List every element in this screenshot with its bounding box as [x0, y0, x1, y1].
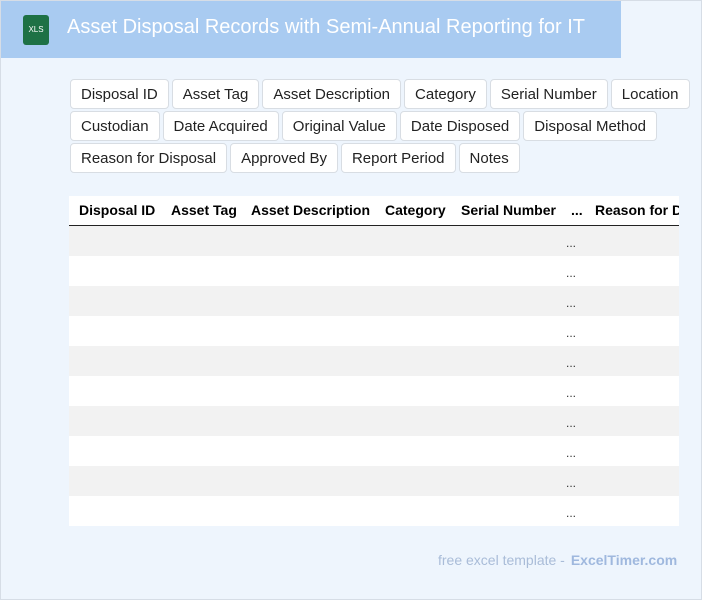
field-chip[interactable]: Date Disposed	[399, 111, 521, 141]
ellipsis-cell: ...	[566, 446, 577, 460]
column-header: Asset Tag	[171, 202, 237, 218]
table-row: ...	[69, 436, 679, 466]
field-chip[interactable]: Date Acquired	[162, 111, 279, 141]
ellipsis-cell: ...	[566, 356, 577, 370]
table-row: ...	[69, 316, 679, 346]
data-table: Disposal ID Asset Tag Asset Description Cat…	[69, 196, 679, 526]
table-row: ...	[69, 226, 679, 256]
field-chip[interactable]: Category	[404, 79, 487, 109]
table-body: ..............................	[69, 226, 679, 526]
ellipsis-cell: ...	[566, 416, 577, 430]
table-row: ...	[69, 286, 679, 316]
column-header: Disposal ID	[79, 202, 156, 218]
file-icon: XLS	[23, 15, 49, 45]
table-row: ...	[69, 466, 679, 496]
column-header: Reason for Disposal	[595, 202, 679, 218]
field-chip[interactable]: Custodian	[70, 111, 160, 141]
field-chip[interactable]: Report Period	[340, 143, 456, 173]
field-list: Disposal ID Asset Tag Asset Description Cat…	[70, 79, 690, 173]
table-row: ...	[69, 406, 679, 436]
page-title: Asset Disposal Records with Semi-Annual …	[67, 16, 585, 38]
column-header: ...	[571, 202, 583, 218]
field-chip[interactable]: Asset Tag	[171, 79, 260, 109]
ellipsis-cell: ...	[566, 506, 577, 520]
column-header: Category	[385, 202, 446, 218]
field-chip[interactable]: Original Value	[281, 111, 397, 141]
footer-brand[interactable]: ExcelTimer.com	[570, 552, 678, 568]
ellipsis-cell: ...	[566, 236, 577, 250]
ellipsis-cell: ...	[566, 266, 577, 280]
table-row: ...	[69, 496, 679, 526]
column-header: Serial Number	[461, 202, 556, 218]
field-chip[interactable]: Serial Number	[489, 79, 608, 109]
column-header: Asset Description	[251, 202, 371, 218]
header-row: Disposal ID Asset Tag Asset Description Cat…	[69, 196, 679, 226]
field-chip[interactable]: Disposal ID	[70, 79, 169, 109]
ellipsis-cell: ...	[566, 386, 577, 400]
table-row: ...	[69, 346, 679, 376]
table-row: ...	[69, 256, 679, 286]
footer-text: free excel template -	[438, 552, 565, 568]
header-bar: XLS Asset Disposal Records with Semi-Ann…	[1, 1, 621, 58]
field-chip[interactable]: Location	[610, 79, 690, 109]
table-row: ...	[69, 376, 679, 406]
field-chip[interactable]: Notes	[458, 143, 520, 173]
ellipsis-cell: ...	[566, 476, 577, 490]
field-chip[interactable]: Reason for Disposal	[70, 143, 228, 173]
field-chip[interactable]: Disposal Method	[523, 111, 658, 141]
field-chip[interactable]: Asset Description	[262, 79, 402, 109]
ellipsis-cell: ...	[566, 296, 577, 310]
field-chip[interactable]: Approved By	[230, 143, 338, 173]
ellipsis-cell: ...	[566, 326, 577, 340]
footer: free excel template - ExcelTimer.com	[438, 552, 677, 568]
